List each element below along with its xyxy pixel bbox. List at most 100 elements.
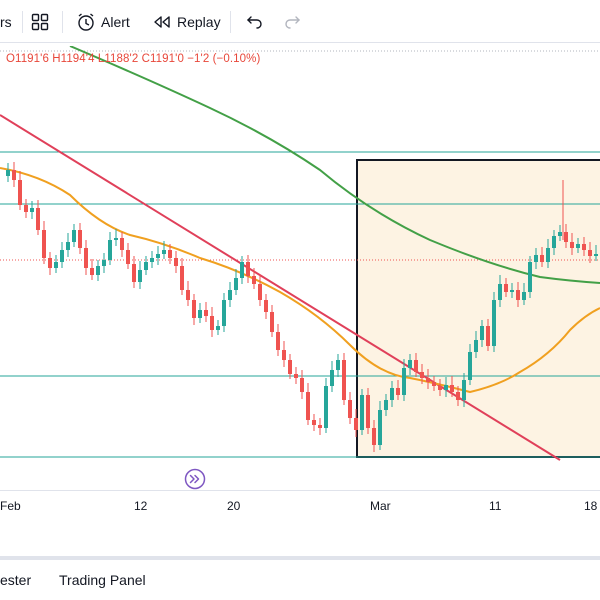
candle-body [528, 262, 532, 292]
x-tick-label: Feb [0, 499, 21, 513]
moving-average-long [69, 46, 600, 284]
candle-body [318, 425, 322, 428]
candle-body [276, 332, 280, 350]
candle-body [312, 420, 316, 425]
undo-icon[interactable] [246, 10, 264, 34]
candle-body [390, 388, 394, 400]
candle-body [138, 270, 142, 282]
candle-body [348, 400, 352, 418]
candle-body [396, 388, 400, 395]
candle-body [90, 268, 94, 275]
panel-divider[interactable] [0, 556, 600, 560]
candle-body [558, 232, 562, 236]
candle-body [180, 266, 184, 290]
candle-body [84, 248, 88, 268]
close-value: 1191'0 [150, 53, 184, 65]
x-tick-label: 11 [489, 499, 502, 513]
candle-body [570, 242, 574, 248]
candle-body [588, 250, 592, 256]
high-label: H [52, 53, 61, 65]
candle-body [198, 310, 202, 318]
candle-body [132, 264, 136, 282]
candle-body [168, 250, 172, 258]
candle-body [120, 238, 124, 250]
candle-body [54, 262, 58, 268]
candle-body [222, 300, 226, 326]
time-axis[interactable]: Feb 12 20 Mar 11 18 [0, 490, 600, 522]
top-toolbar: rs Alert Replay [0, 0, 600, 43]
candle-body [192, 300, 196, 318]
redo-icon[interactable] [283, 10, 301, 34]
close-label: C [141, 53, 151, 65]
candle-body [228, 290, 232, 300]
open-value: 1191'6 [15, 53, 49, 65]
candle-body [438, 386, 442, 390]
candle-body [522, 292, 526, 300]
candle-body [264, 300, 268, 312]
candle-body [96, 266, 100, 275]
candle-body [162, 250, 166, 254]
go-to-realtime-icon[interactable] [184, 468, 206, 490]
candle-body [498, 284, 502, 300]
candle-body [306, 392, 310, 420]
indicators-button[interactable]: rs [0, 10, 12, 34]
candle-body [420, 372, 424, 378]
candle-body [384, 400, 388, 410]
candle-body [150, 258, 154, 262]
tab-strategy-tester[interactable]: ester [0, 572, 32, 588]
candle-body [18, 180, 22, 205]
candle-body [300, 378, 304, 392]
toolbar-divider [62, 11, 63, 33]
candle-body [258, 284, 262, 300]
trend-line [0, 114, 561, 461]
candle-body [246, 262, 250, 276]
replay-button[interactable]: Replay [153, 10, 221, 34]
layout-grid-icon[interactable] [31, 10, 49, 34]
change-value: −1'2 (−0.10%) [187, 53, 261, 65]
candle-body [108, 240, 112, 260]
candle-body [324, 386, 328, 428]
candle-body [60, 250, 64, 262]
candle-body [444, 385, 448, 390]
candle-body [78, 230, 82, 248]
candle-body [552, 236, 556, 248]
candle-body [6, 170, 10, 176]
candle-body [72, 230, 76, 242]
ohlc-legend: O1191'6 H1194'4 L1188'2 C1191'0 −1'2 (−0… [6, 53, 260, 65]
price-chart[interactable] [0, 46, 600, 490]
candle-body [36, 208, 40, 230]
candle-body [450, 385, 454, 392]
alert-button[interactable]: Alert [76, 10, 130, 34]
replay-icon [153, 15, 171, 29]
candle-body [516, 290, 520, 300]
candle-body [288, 360, 292, 374]
candle-body [408, 360, 412, 368]
candle-body [360, 395, 364, 430]
candle-body [126, 250, 130, 264]
candle-body [486, 326, 490, 346]
candle-body [186, 290, 190, 300]
low-value: 1188'2 [104, 53, 139, 65]
candle-body [114, 238, 118, 240]
candle-body [48, 258, 52, 268]
candle-body [576, 244, 580, 248]
candle-body [474, 340, 478, 352]
tab-trading-panel[interactable]: Trading Panel [59, 572, 146, 588]
candle-body [240, 262, 244, 278]
axis-spacer [0, 522, 600, 556]
x-tick-label: 18 [584, 499, 598, 513]
candle-body [66, 242, 70, 250]
replay-label: Replay [177, 14, 221, 30]
candle-body [378, 410, 382, 445]
candle-body [270, 312, 274, 332]
candle-body [216, 326, 220, 330]
candle-body [594, 254, 598, 256]
candle-body [492, 300, 496, 346]
candle-body [42, 230, 46, 258]
candle-body [372, 428, 376, 445]
candle-body [462, 380, 466, 400]
candle-body [156, 254, 160, 258]
candle-body [282, 350, 286, 360]
candle-body [252, 276, 256, 284]
candle-body [210, 316, 214, 330]
